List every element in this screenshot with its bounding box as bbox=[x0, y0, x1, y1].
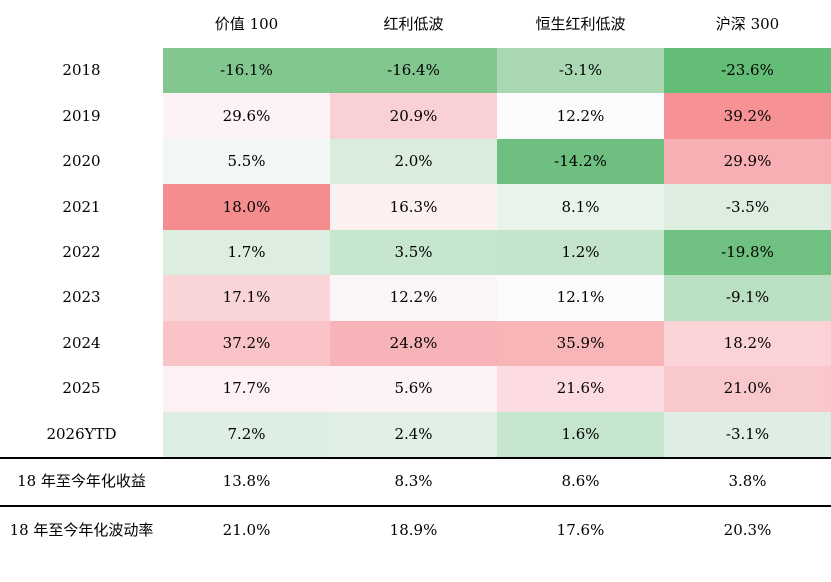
row-label: 2025 bbox=[0, 366, 163, 412]
summary-row-label: 18 年至今年化收益 bbox=[0, 458, 163, 505]
column-header-csi-300: 沪深 300 bbox=[715, 14, 780, 33]
separator-line bbox=[0, 456, 831, 459]
heatmap-cell: 18.2% bbox=[664, 320, 831, 367]
summary-value: 17.6% bbox=[556, 521, 605, 540]
row-label: 2026YTD bbox=[0, 411, 163, 457]
corner-cell bbox=[0, 0, 163, 48]
heatmap-cell: -23.6% bbox=[664, 48, 831, 94]
heatmap-cell: 39.2% bbox=[664, 93, 831, 139]
heatmap-cell: 21.0% bbox=[664, 366, 831, 412]
row-label: 2022 bbox=[0, 229, 163, 276]
heatmap-cell: 29.9% bbox=[664, 138, 831, 185]
heatmap-cell: 5.6% bbox=[330, 366, 497, 412]
summary-row-annualized-volatility: 18 年至今年化波动率 21.0% 18.9% 17.6% 20.3% bbox=[0, 506, 831, 555]
heatmap-cell: 17.1% bbox=[163, 275, 330, 321]
heatmap-cell: 2.4% bbox=[330, 411, 497, 457]
table-row-2021: 2021 18.0% 16.3% 8.1% -3.5% bbox=[0, 184, 831, 230]
table-row-2022: 2022 1.7% 3.5% 1.2% -19.8% bbox=[0, 229, 831, 276]
summary-value: 8.3% bbox=[394, 472, 433, 491]
heatmap-cell: -9.1% bbox=[664, 275, 831, 321]
heatmap-cell: 29.6% bbox=[163, 93, 330, 139]
heatmap-cell: -16.1% bbox=[163, 48, 330, 94]
summary-value: 13.8% bbox=[222, 472, 271, 491]
heatmap-cell: 3.5% bbox=[330, 229, 497, 276]
heatmap-cell: 7.2% bbox=[163, 411, 330, 457]
heatmap-cell: -3.1% bbox=[497, 48, 664, 94]
row-label: 2019 bbox=[0, 93, 163, 139]
summary-value: 8.6% bbox=[561, 472, 600, 491]
table-row-2020: 2020 5.5% 2.0% -14.2% 29.9% bbox=[0, 138, 831, 185]
heatmap-cell: 24.8% bbox=[330, 320, 497, 367]
column-header-dividend-lowvol: 红利低波 bbox=[383, 14, 444, 33]
column-header-value-100: 价值 100 bbox=[214, 14, 279, 33]
summary-value: 3.8% bbox=[728, 472, 767, 491]
heatmap-cell: 16.3% bbox=[330, 184, 497, 230]
summary-value: 21.0% bbox=[222, 521, 271, 540]
row-label: 2020 bbox=[0, 138, 163, 185]
heatmap-cell: 1.6% bbox=[497, 411, 664, 457]
table-row-2026ytd: 2026YTD 7.2% 2.4% 1.6% -3.1% bbox=[0, 411, 831, 457]
heatmap-cell: 18.0% bbox=[163, 184, 330, 230]
heatmap-cell: 1.2% bbox=[497, 229, 664, 276]
table-header-row: 价值 100 红利低波 恒生红利低波 沪深 300 bbox=[0, 0, 831, 48]
row-label: 2024 bbox=[0, 320, 163, 367]
row-label: 2021 bbox=[0, 184, 163, 230]
table-row-2019: 2019 29.6% 20.9% 12.2% 39.2% bbox=[0, 93, 831, 139]
heatmap-cell: 37.2% bbox=[163, 320, 330, 367]
summary-value: 20.3% bbox=[723, 521, 772, 540]
heatmap-cell: -3.5% bbox=[664, 184, 831, 230]
row-label: 2018 bbox=[0, 48, 163, 94]
table-row-2023: 2023 17.1% 12.2% 12.1% -9.1% bbox=[0, 275, 831, 321]
heatmap-cell: 8.1% bbox=[497, 184, 664, 230]
separator-line bbox=[0, 504, 831, 507]
summary-value: 18.9% bbox=[389, 521, 438, 540]
heatmap-cell: 35.9% bbox=[497, 320, 664, 367]
row-label: 2023 bbox=[0, 275, 163, 321]
table-row-2025: 2025 17.7% 5.6% 21.6% 21.0% bbox=[0, 366, 831, 412]
heatmap-cell: 17.7% bbox=[163, 366, 330, 412]
heatmap-cell: 1.7% bbox=[163, 229, 330, 276]
heatmap-cell: -19.8% bbox=[664, 229, 831, 276]
heatmap-cell: 20.9% bbox=[330, 93, 497, 139]
heatmap-cell: 12.2% bbox=[497, 93, 664, 139]
table-row-2018: 2018 -16.1% -16.4% -3.1% -23.6% bbox=[0, 48, 831, 94]
heatmap-cell: -14.2% bbox=[497, 138, 664, 185]
heatmap-cell: 12.1% bbox=[497, 275, 664, 321]
heatmap-cell: 5.5% bbox=[163, 138, 330, 185]
column-header-hang-seng-dividend-lowvol: 恒生红利低波 bbox=[535, 14, 626, 33]
heatmap-cell: -16.4% bbox=[330, 48, 497, 94]
heatmap-cell: -3.1% bbox=[664, 411, 831, 457]
heatmap-cell: 21.6% bbox=[497, 366, 664, 412]
summary-row-annualized-return: 18 年至今年化收益 13.8% 8.3% 8.6% 3.8% bbox=[0, 458, 831, 505]
table-row-2024: 2024 37.2% 24.8% 35.9% 18.2% bbox=[0, 320, 831, 367]
heatmap-cell: 2.0% bbox=[330, 138, 497, 185]
summary-row-label: 18 年至今年化波动率 bbox=[0, 506, 163, 555]
heatmap-cell: 12.2% bbox=[330, 275, 497, 321]
